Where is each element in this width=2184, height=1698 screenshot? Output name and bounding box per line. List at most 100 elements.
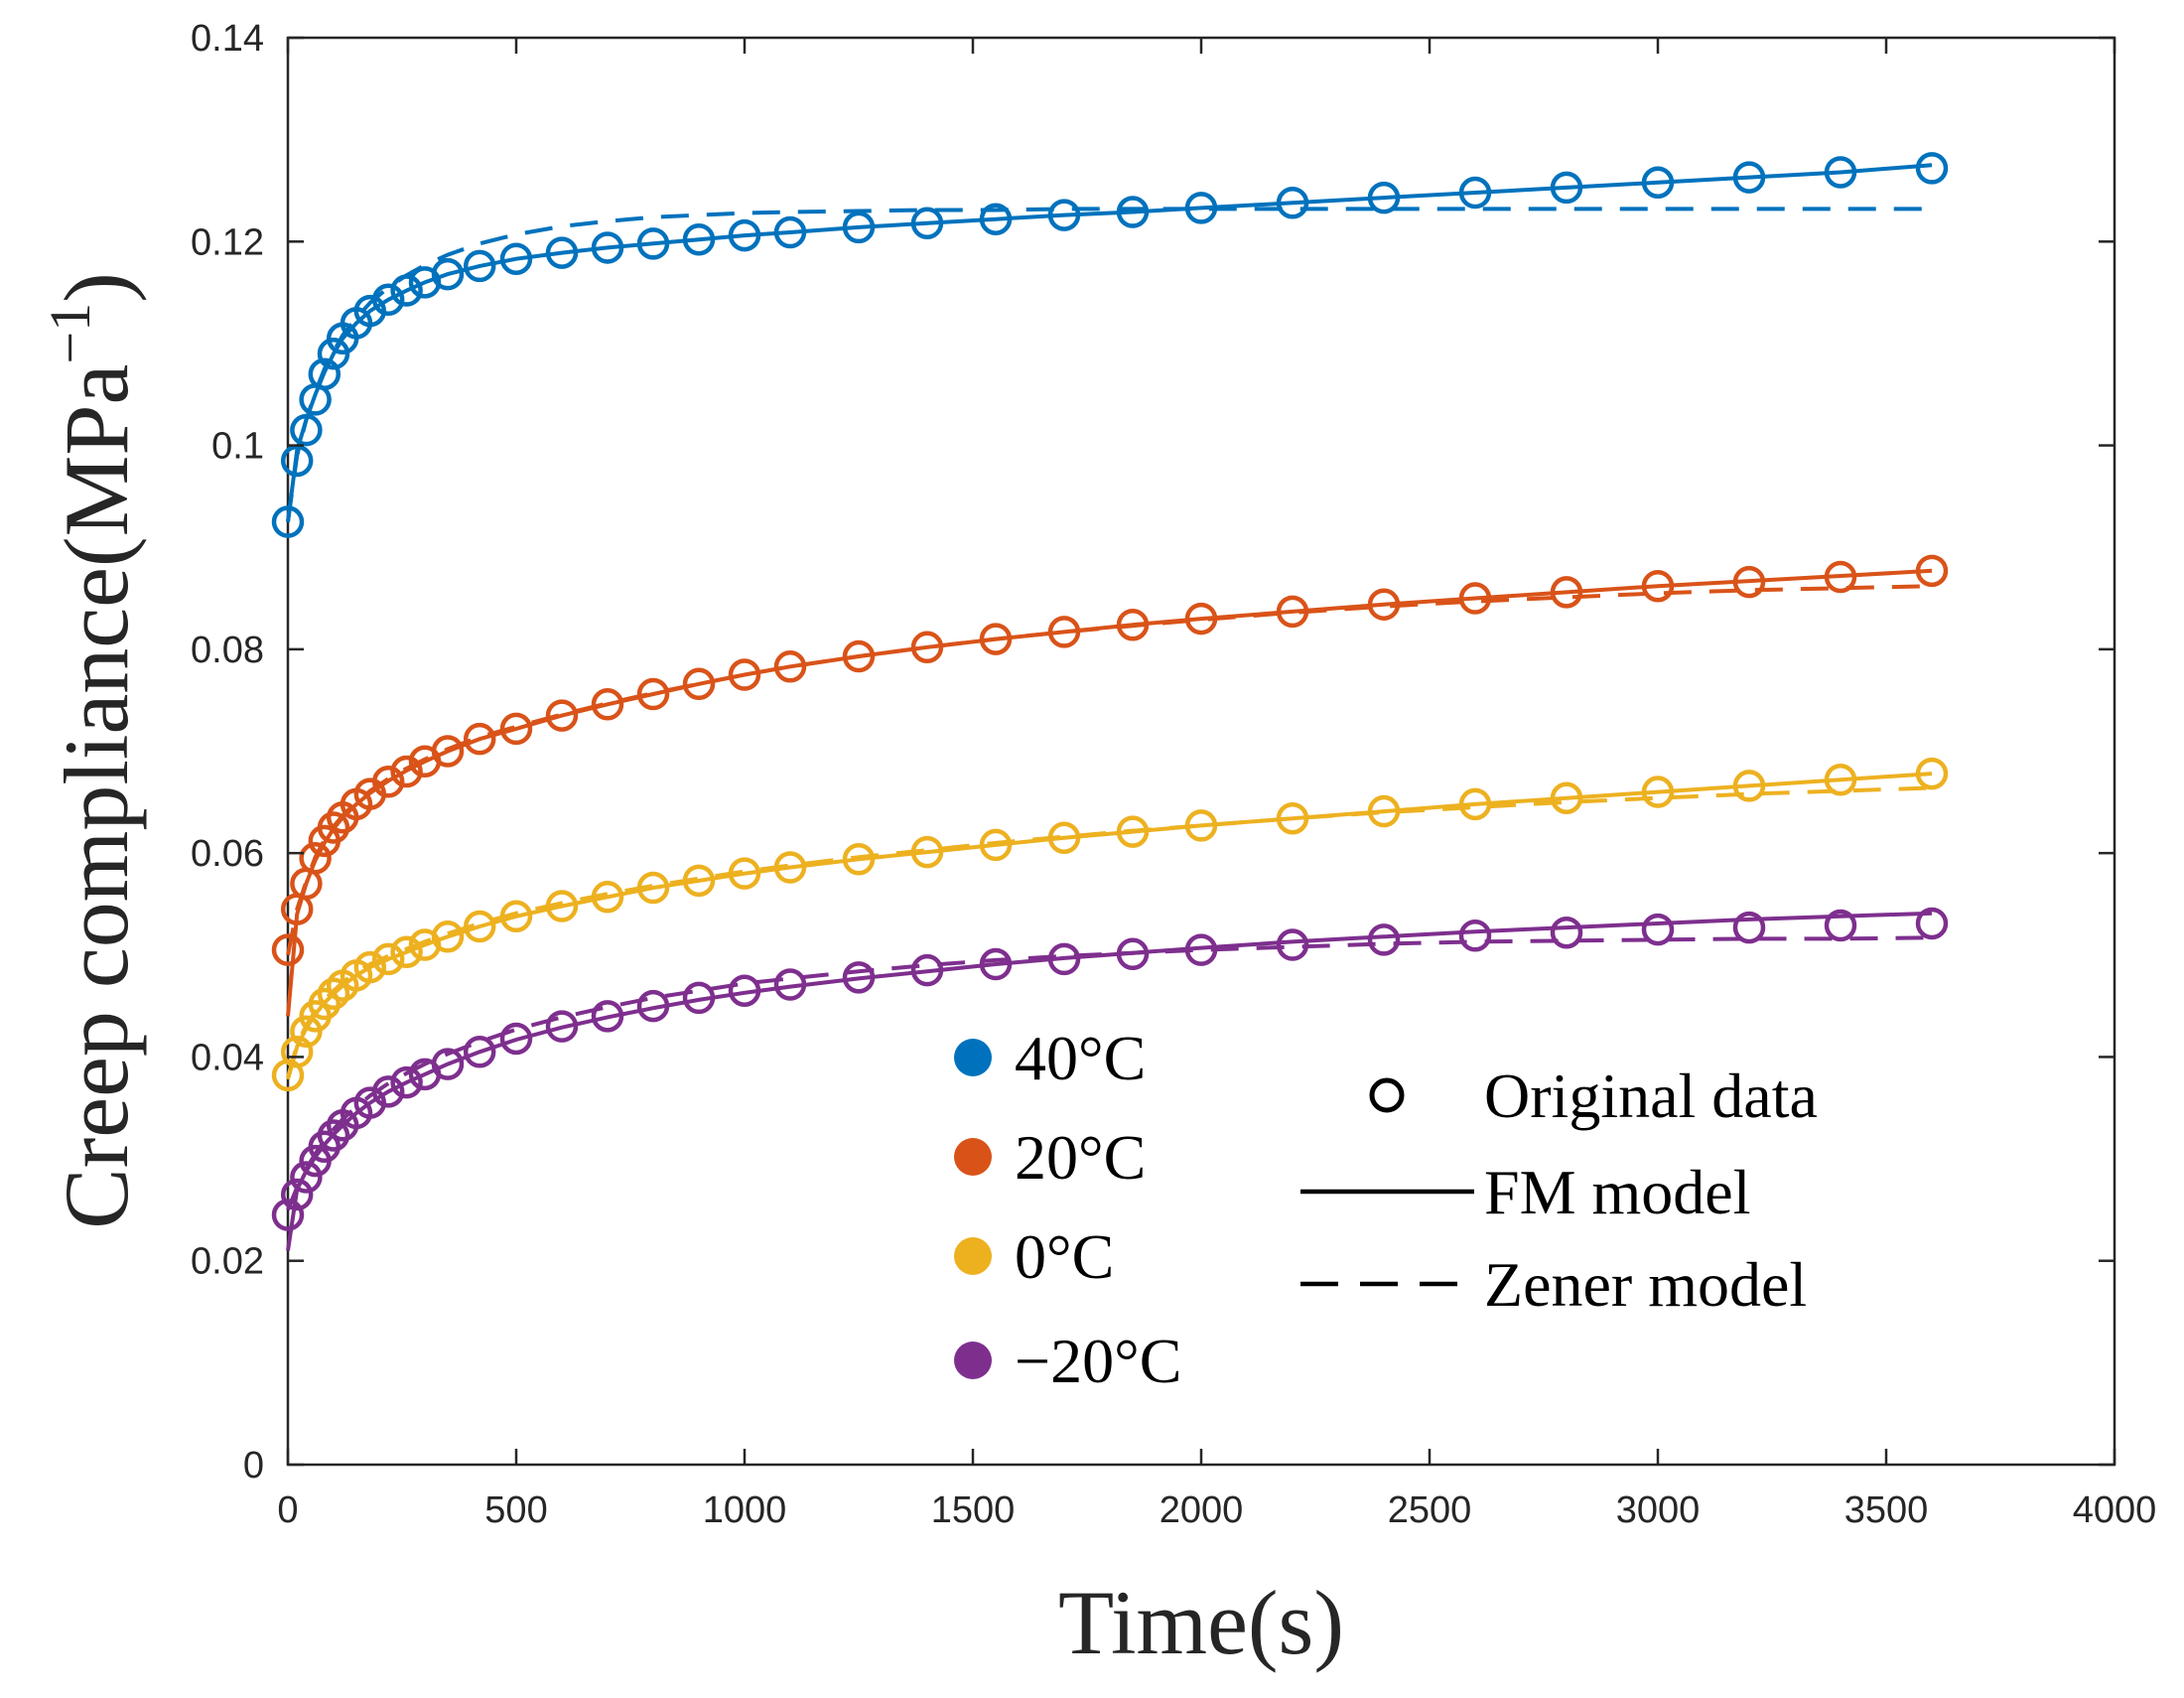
data-point <box>1550 781 1583 814</box>
data-point <box>773 215 807 249</box>
data-point <box>1915 757 1949 790</box>
data-point <box>1824 560 1857 594</box>
data-point <box>271 933 305 966</box>
data-point <box>353 950 387 984</box>
data-point <box>1550 171 1583 205</box>
data-point <box>290 1161 323 1194</box>
data-point <box>1367 181 1401 214</box>
data-point <box>1732 770 1766 802</box>
legend-model-label-2: Zener model <box>1484 1249 1807 1320</box>
data-point <box>371 766 405 798</box>
y-tick-label-5: 0.1 <box>211 426 264 468</box>
data-point <box>842 211 876 244</box>
data-point <box>1116 815 1150 848</box>
data-point <box>1276 595 1309 629</box>
data-point <box>773 968 807 1001</box>
data-point <box>1367 923 1401 956</box>
data-point <box>682 222 716 256</box>
data-point <box>499 712 533 746</box>
legend-label-2: 0°C <box>1015 1221 1114 1292</box>
data-point <box>682 981 716 1015</box>
data-point <box>591 1000 624 1033</box>
data-point <box>545 236 579 269</box>
data-point <box>431 257 465 291</box>
data-point <box>842 639 876 673</box>
data-point <box>1116 608 1150 641</box>
data-point <box>636 871 670 905</box>
legend-original-marker <box>1369 1077 1405 1113</box>
data-point <box>499 1022 533 1056</box>
data-point <box>545 890 579 922</box>
data-point <box>728 974 761 1007</box>
data-point <box>280 1036 314 1068</box>
data-point <box>1915 554 1949 588</box>
data-point <box>308 357 341 390</box>
data-point <box>390 1065 423 1099</box>
data-point <box>1276 187 1309 219</box>
legend-model-label-1: FM model <box>1484 1157 1750 1227</box>
x-axis-title: Time(s) <box>1058 1572 1344 1673</box>
data-point <box>280 1178 314 1211</box>
data-point <box>591 881 624 914</box>
data-point <box>1550 916 1583 949</box>
data-point <box>979 947 1013 981</box>
data-point <box>1116 937 1150 971</box>
data-point <box>1732 911 1766 944</box>
data-point <box>431 1048 465 1080</box>
data-point <box>371 942 405 976</box>
legend-marker-3 <box>954 1342 992 1379</box>
data-point <box>308 987 341 1021</box>
data-point <box>1824 156 1857 189</box>
data-point <box>390 935 423 968</box>
legend-marker-0 <box>954 1039 992 1076</box>
data-point <box>390 274 423 307</box>
data-point <box>636 989 670 1023</box>
data-point <box>636 227 670 260</box>
y-axis-title: Creep compliance(MPa−1) <box>38 272 147 1228</box>
series-1 <box>271 554 1949 1017</box>
x-tick-label-0: 0 <box>277 1489 298 1531</box>
data-point <box>1276 801 1309 835</box>
data-point <box>1184 809 1218 842</box>
data-point <box>773 851 807 884</box>
data-point <box>842 843 876 876</box>
x-tick-label-1: 500 <box>484 1489 547 1531</box>
y-tick-label-3: 0.06 <box>191 833 264 875</box>
data-point <box>1732 161 1766 194</box>
data-point <box>545 699 579 732</box>
y-tick-label-4: 0.08 <box>191 630 264 671</box>
data-point <box>910 953 944 987</box>
data-point <box>1641 166 1675 200</box>
data-point <box>979 203 1013 235</box>
data-point <box>1458 787 1492 821</box>
data-point <box>371 283 405 317</box>
data-point <box>591 231 624 264</box>
x-tick-labels: 0 500 1000 1500 2000 2500 3000 3500 4000 <box>277 1489 2156 1531</box>
data-point <box>728 218 761 252</box>
data-point <box>682 667 716 701</box>
data-point <box>1184 192 1218 224</box>
x-tick-label-2: 1000 <box>703 1489 787 1531</box>
data-point <box>1824 763 1857 796</box>
data-point <box>1458 920 1492 952</box>
x-tick-label-6: 3000 <box>1616 1489 1701 1531</box>
x-tick-label-3: 1500 <box>931 1489 1016 1531</box>
y-tick-labels: 0 0.02 0.04 0.06 0.08 0.1 0.12 0.14 <box>191 18 264 1486</box>
x-tick-label-7: 3500 <box>1844 1489 1929 1531</box>
data-point <box>910 631 944 664</box>
data-point <box>1184 602 1218 636</box>
y-tick-label-1: 0.02 <box>191 1241 264 1283</box>
fm-model-line-1 <box>286 568 1933 1017</box>
data-point <box>1824 909 1857 942</box>
data-point <box>317 977 350 1011</box>
data-point <box>1276 928 1309 961</box>
model-legend: Original data FM model Zener model <box>1300 1061 1818 1320</box>
y-axis-title-main: Creep compliance(MPa <box>46 364 147 1229</box>
data-point <box>1116 196 1150 228</box>
legend-model-label-0: Original data <box>1484 1061 1818 1131</box>
data-point <box>979 828 1013 862</box>
data-point <box>463 249 496 283</box>
data-point <box>1367 588 1401 621</box>
data-point <box>1047 942 1081 976</box>
